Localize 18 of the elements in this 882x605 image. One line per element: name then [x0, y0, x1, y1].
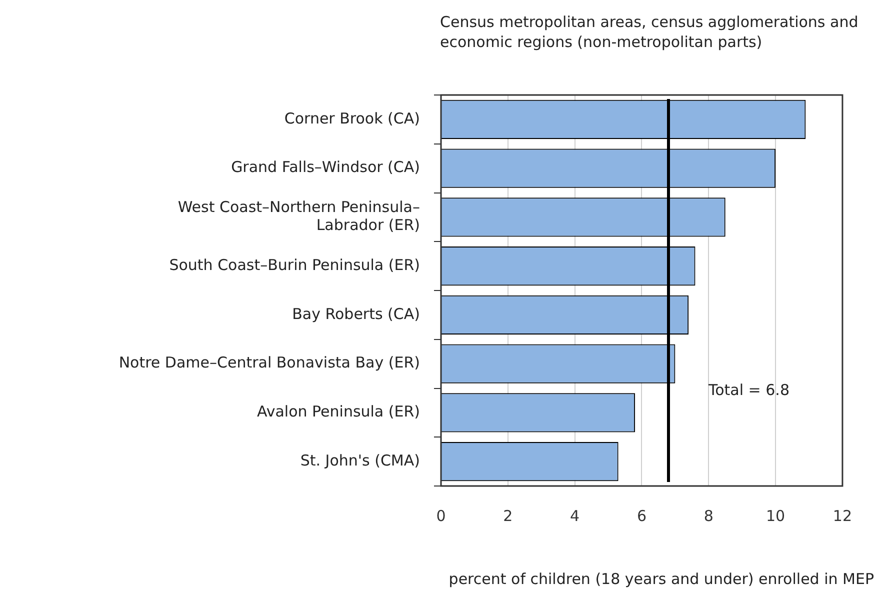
y-tick-label: Grand Falls–Windsor (CA): [231, 158, 420, 176]
y-tick-label: Bay Roberts (CA): [292, 304, 420, 323]
y-tick-label: West Coast–Northern Peninsula– Labrador (ER): [178, 198, 420, 234]
y-tick-label: Notre Dame–Central Bonavista Bay (ER): [118, 354, 420, 372]
y-tick-label: Corner Brook (CA): [284, 109, 420, 128]
ref-line-label: Total = 6.8: [707, 380, 790, 399]
x-tick-label: 6: [636, 506, 646, 525]
x-tick-label: 10: [766, 506, 786, 525]
x-tick-label: 12: [832, 506, 852, 525]
chart-title: Census metropolitan areas, census agglomerations and economic regions (non-metropolitan parts): [440, 12, 860, 52]
x-tick-label: 2: [503, 506, 513, 525]
y-tick-label: Avalon Peninsula (ER): [256, 402, 420, 421]
x-tick-label: 0: [436, 506, 446, 525]
y-tick-label: South Coast–Burin Peninsula (ER): [169, 256, 420, 274]
y-tick-label: St. John's (CMA): [300, 451, 420, 470]
x-tick-label: 4: [570, 506, 580, 525]
x-axis-title: percent of children (18 years and under) enrolled in MEP: [448, 570, 874, 588]
x-tick-label: 8: [704, 506, 714, 525]
